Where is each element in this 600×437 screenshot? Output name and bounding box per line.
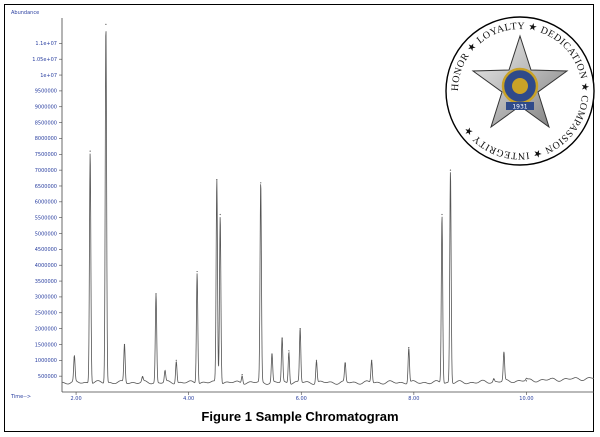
figure-caption: Figure 1 Sample Chromatogram	[201, 409, 399, 424]
y-tick-label: 6000000	[35, 200, 57, 206]
x-tick-label: 2.00	[71, 396, 82, 402]
badge-year: 1931	[512, 104, 527, 111]
y-tick-label: 1.1e+07	[35, 41, 57, 47]
chart-ticks: 500000 1000000 1500000 2000000 2500000 300000…	[32, 41, 533, 402]
chromatogram-trace	[61, 31, 595, 385]
y-tick-label: 7000000	[35, 168, 57, 174]
peak-apex	[315, 359, 318, 361]
oregon-state-police-seal: HONOR ★ LOYALTY ★ DEDICATION ★ COMPASSIO…	[445, 16, 595, 166]
peak-apex	[449, 169, 452, 171]
y-tick-label: 2500000	[35, 311, 57, 317]
y-tick-label: 3000000	[35, 295, 57, 301]
badge-state-seal	[512, 78, 528, 94]
x-tick-label: 6.00	[296, 396, 307, 402]
peak-apex	[164, 370, 166, 372]
chart-series	[61, 23, 595, 385]
y-tick-label: 8500000	[35, 120, 57, 126]
x-axis-label: Time-->	[10, 394, 31, 400]
peak-apex	[260, 182, 262, 184]
peak-apex	[271, 353, 273, 355]
peak-apex	[219, 213, 221, 216]
y-tick-label: 5000000	[35, 231, 57, 237]
y-tick-label: 1e+07	[40, 73, 57, 79]
peak-apex	[141, 377, 144, 379]
peak-apex	[155, 293, 157, 295]
peak-apex	[89, 150, 91, 152]
y-tick-label: 4500000	[35, 247, 57, 253]
peak-apex	[344, 362, 346, 365]
peak-apex	[216, 179, 218, 181]
y-tick-label: 9000000	[35, 105, 57, 111]
peak-apex	[503, 353, 505, 355]
y-tick-label: 8000000	[35, 136, 57, 142]
chart-axes	[61, 18, 594, 393]
peak-apex	[241, 373, 243, 376]
peak-apex	[408, 347, 410, 349]
peak-apex	[288, 350, 290, 352]
peak-apex	[371, 359, 373, 361]
peak-apex	[73, 356, 75, 358]
peak-apex	[441, 213, 443, 216]
y-tick-label: 6500000	[35, 184, 57, 190]
y-tick-label: 4000000	[35, 263, 57, 269]
y-tick-label: 3500000	[35, 279, 57, 285]
peak-apex	[525, 380, 528, 382]
y-tick-label: 7500000	[35, 152, 57, 158]
peak-apex	[493, 378, 495, 380]
y-axis-label: Abundance	[11, 10, 39, 16]
y-tick-label: 9500000	[35, 89, 57, 95]
peak-apex	[196, 270, 198, 273]
peak-apex	[105, 23, 107, 25]
badge-year-banner	[506, 102, 534, 110]
y-tick-label: 1500000	[35, 342, 57, 348]
x-tick-label: 10.00	[519, 396, 533, 402]
peak-apex	[175, 359, 177, 361]
y-tick-label: 5500000	[35, 215, 57, 221]
peak-apex	[281, 337, 283, 339]
peak-apex	[123, 343, 126, 346]
y-tick-label: 500000	[38, 374, 57, 380]
x-tick-label: 8.00	[408, 396, 419, 402]
y-tick-label: 2000000	[35, 326, 57, 332]
y-tick-label: 1.05e+07	[32, 57, 57, 63]
x-tick-label: 4.00	[183, 396, 194, 402]
peak-apex	[299, 328, 301, 330]
y-tick-label: 1000000	[35, 358, 57, 364]
